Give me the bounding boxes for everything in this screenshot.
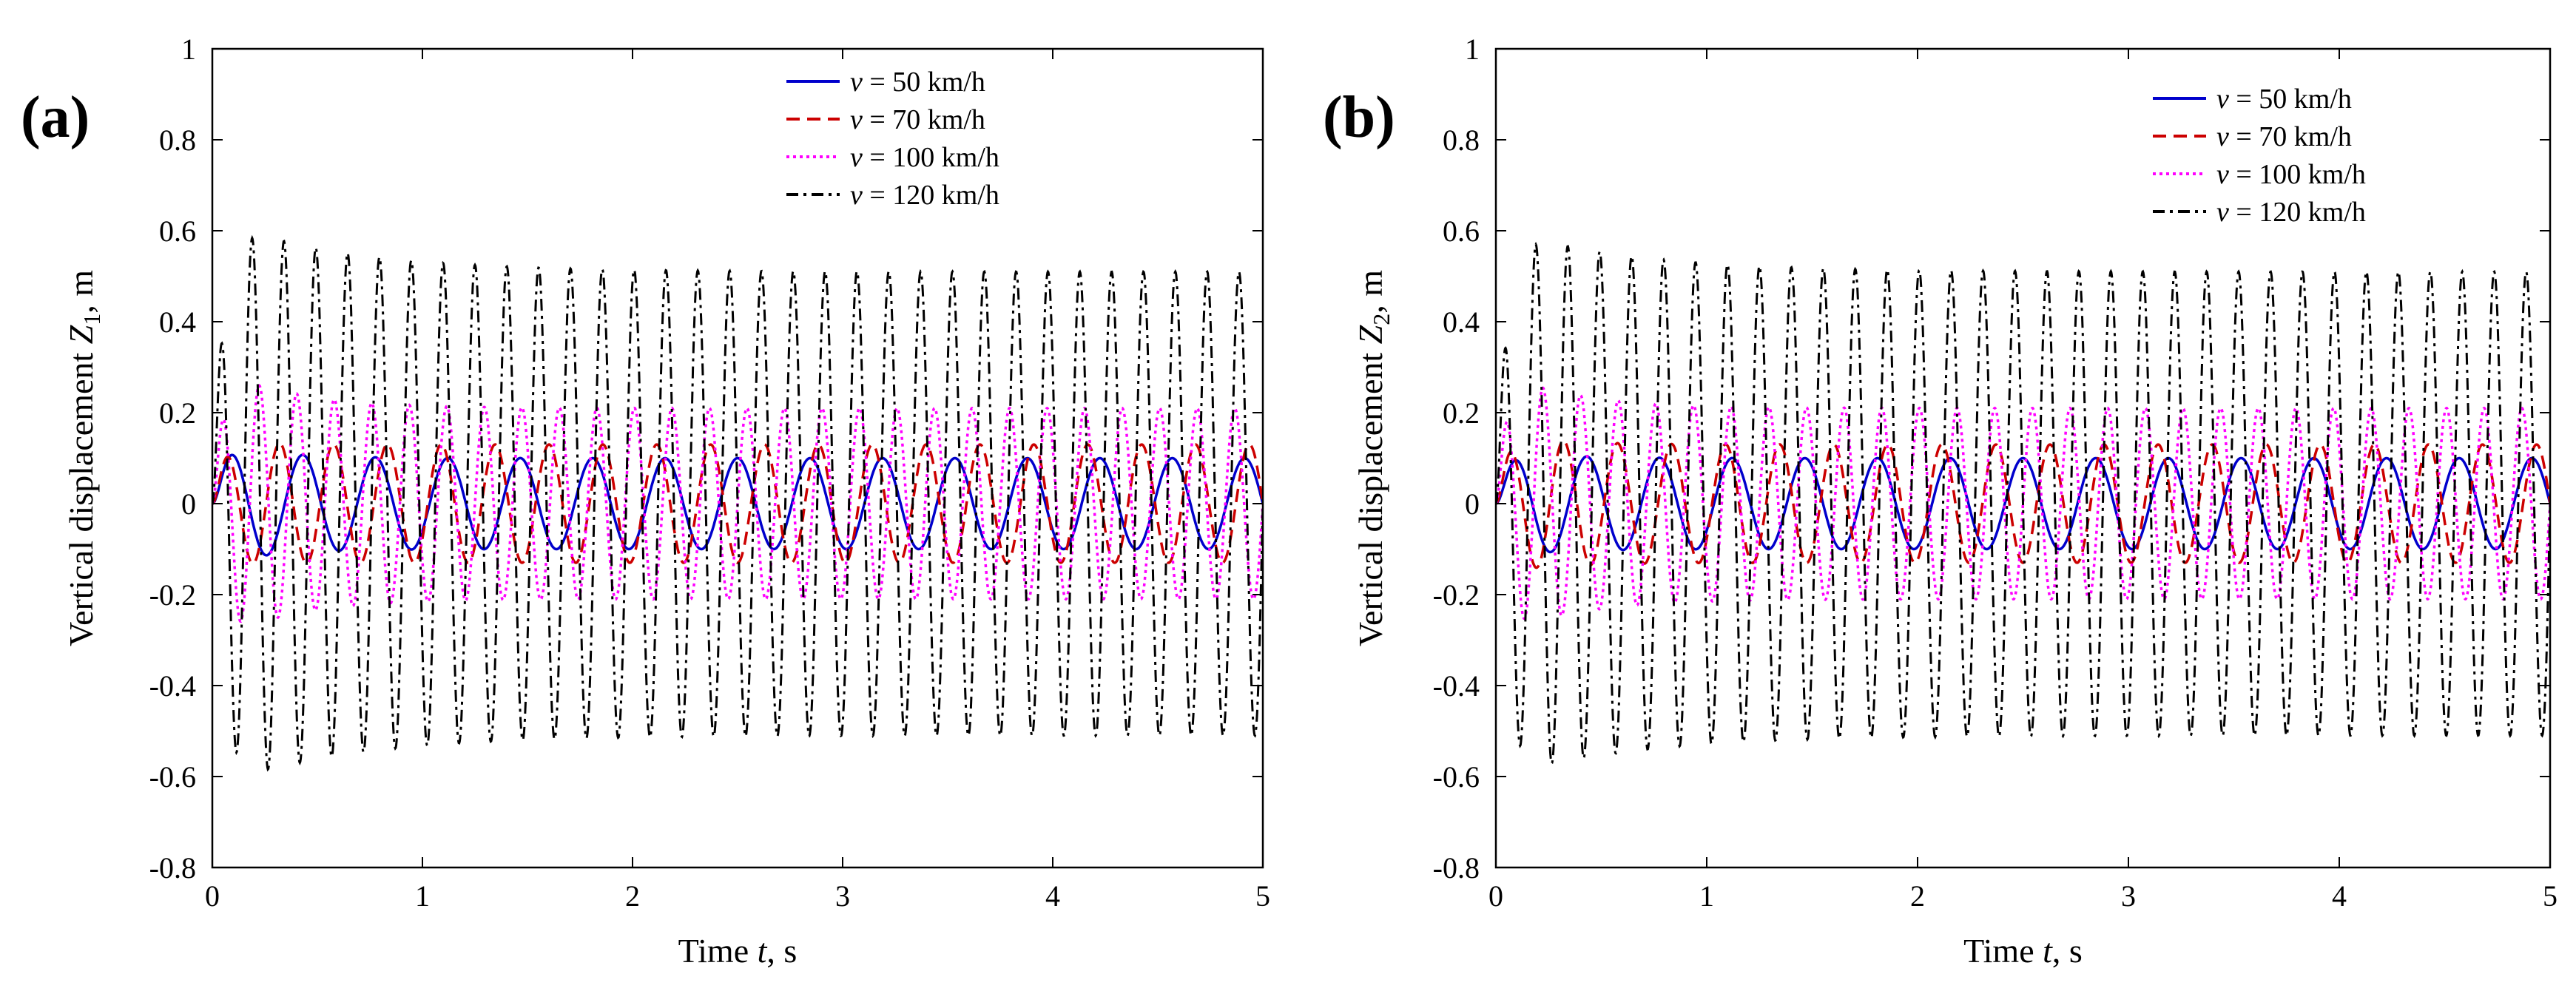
panel-label: (b) <box>1323 85 1395 150</box>
x-axis-label: Time t, s <box>1963 932 2083 970</box>
y-tick-label: 1 <box>1465 33 1480 66</box>
y-tick-label: 0.6 <box>159 214 196 248</box>
y-tick-label: -0.8 <box>1433 851 1480 885</box>
legend-entry: v = 50 km/h <box>850 67 985 98</box>
plot-frame <box>211 47 1264 869</box>
y-tick-label: 0.8 <box>159 124 196 157</box>
x-tick-label: 3 <box>2121 879 2136 913</box>
y-tick-label: 0.2 <box>159 396 196 430</box>
y-tick-label: 0.8 <box>1443 124 1480 157</box>
y-tick-label: 0.4 <box>1443 305 1480 339</box>
y-tick-label: -0.2 <box>149 578 196 612</box>
y-tick-label: -0.2 <box>1433 578 1480 612</box>
legend-entry: v = 100 km/h <box>850 142 999 173</box>
legend-entry: v = 100 km/h <box>2216 159 2366 190</box>
x-tick-label: 2 <box>1910 879 1925 913</box>
chart-panel-a: 0 1 2 3 4 5 -0.8 -0.6 -0.4 -0.2 0 0.2 0.4 0.6 0.8 1 Time… <box>21 33 1270 970</box>
y-tick-label: 0.4 <box>159 305 196 339</box>
y-tick-label: 0 <box>1465 487 1480 521</box>
chart-panel-b: 0 1 2 3 4 5 -0.8 -0.6 -0.4 -0.2 0 0.2 0.4 0.6 0.8 1 Time… <box>1323 33 2558 970</box>
series-line-v-100-km-h <box>212 384 1263 623</box>
legend: v = 50 km/h v = 70 km/h v = 100 km/h v = 12… <box>786 67 999 211</box>
y-tick-label: 1 <box>181 33 196 66</box>
y-tick-label: -0.6 <box>149 760 196 794</box>
legend: v = 50 km/h v = 70 km/h v = 100 km/h v = 12… <box>2153 84 2366 228</box>
x-tick-label: 2 <box>625 879 640 913</box>
x-tick-label: 1 <box>415 879 430 913</box>
y-tick-label: -0.4 <box>149 669 196 703</box>
x-tick-label: 1 <box>1699 879 1714 913</box>
x-tick-label: 0 <box>1488 879 1503 913</box>
series-line-v-100-km-h <box>1496 386 2550 620</box>
x-axis-label: Time t, s <box>678 932 798 970</box>
y-tick-label: 0.6 <box>1443 214 1480 248</box>
series-line-v-120-km-h <box>1496 241 2550 766</box>
plot-frame <box>1494 47 2552 869</box>
y-tick-label: -0.8 <box>149 851 196 885</box>
x-tick-label: 0 <box>205 879 220 913</box>
series-line-v-120-km-h <box>212 234 1263 772</box>
legend-entry: v = 70 km/h <box>850 104 985 135</box>
series-line-v-70-km-h <box>212 442 1263 565</box>
y-axis-label: Vertical displacement Z1, m <box>62 270 105 646</box>
y-tick-label: -0.6 <box>1433 760 1480 794</box>
legend-entry: v = 120 km/h <box>2216 197 2366 228</box>
x-tick-label: 4 <box>1045 879 1060 913</box>
y-axis-label: Vertical displacement Z2, m <box>1352 270 1395 646</box>
y-tick-label: 0 <box>181 487 196 521</box>
x-tick-label: 5 <box>1255 879 1270 913</box>
panel-label: (a) <box>21 85 90 150</box>
legend-entry: v = 70 km/h <box>2216 121 2352 152</box>
x-tick-label: 5 <box>2543 879 2558 913</box>
legend-entry: v = 50 km/h <box>2216 84 2352 115</box>
x-tick-label: 3 <box>835 879 850 913</box>
y-tick-label: -0.4 <box>1433 669 1480 703</box>
series-line-v-70-km-h <box>1496 439 2550 569</box>
x-tick-label: 4 <box>2332 879 2347 913</box>
y-tick-label: 0.2 <box>1443 396 1480 430</box>
legend-entry: v = 120 km/h <box>850 180 999 211</box>
